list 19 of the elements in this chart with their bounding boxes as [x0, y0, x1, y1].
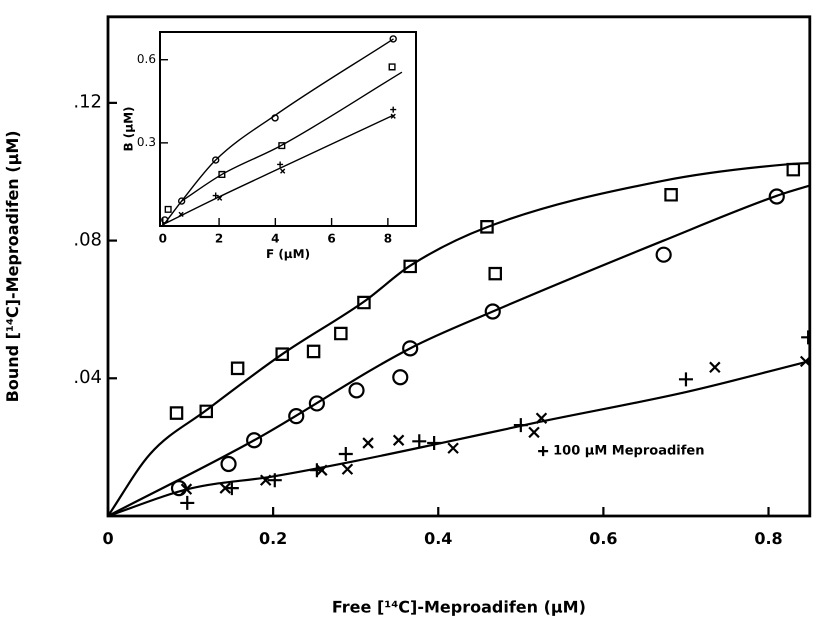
y-tick-label: .12: [73, 92, 102, 113]
y-axis-title: Bound [¹⁴C]-Meproadifen (µM): [2, 130, 22, 402]
x-tick-label: 0.4: [424, 528, 452, 548]
x-tick-label: 6: [327, 231, 336, 246]
y-tick-label: .08: [73, 229, 102, 250]
x-tick-label: 8: [384, 231, 392, 246]
x-tick-label: 0.8: [754, 528, 783, 548]
x-tick-label: 0.2: [258, 528, 288, 548]
x-tick-label: 4: [271, 231, 280, 246]
y-axis-title: B (µM): [121, 106, 136, 152]
y-tick-label: 0.3: [136, 134, 156, 149]
x-tick-label: 0: [158, 231, 167, 246]
x-axis-title: F (µM): [266, 246, 310, 261]
x-tick-label: 2: [214, 231, 224, 246]
x-tick-label: 0: [102, 528, 114, 548]
x-tick-label: 0.6: [589, 528, 618, 548]
legend-label: 100 µM Meproadifen: [553, 443, 704, 458]
x-axis-title: Free [¹⁴C]-Meproadifen (µM): [332, 598, 586, 617]
y-tick-label: .04: [73, 366, 102, 388]
